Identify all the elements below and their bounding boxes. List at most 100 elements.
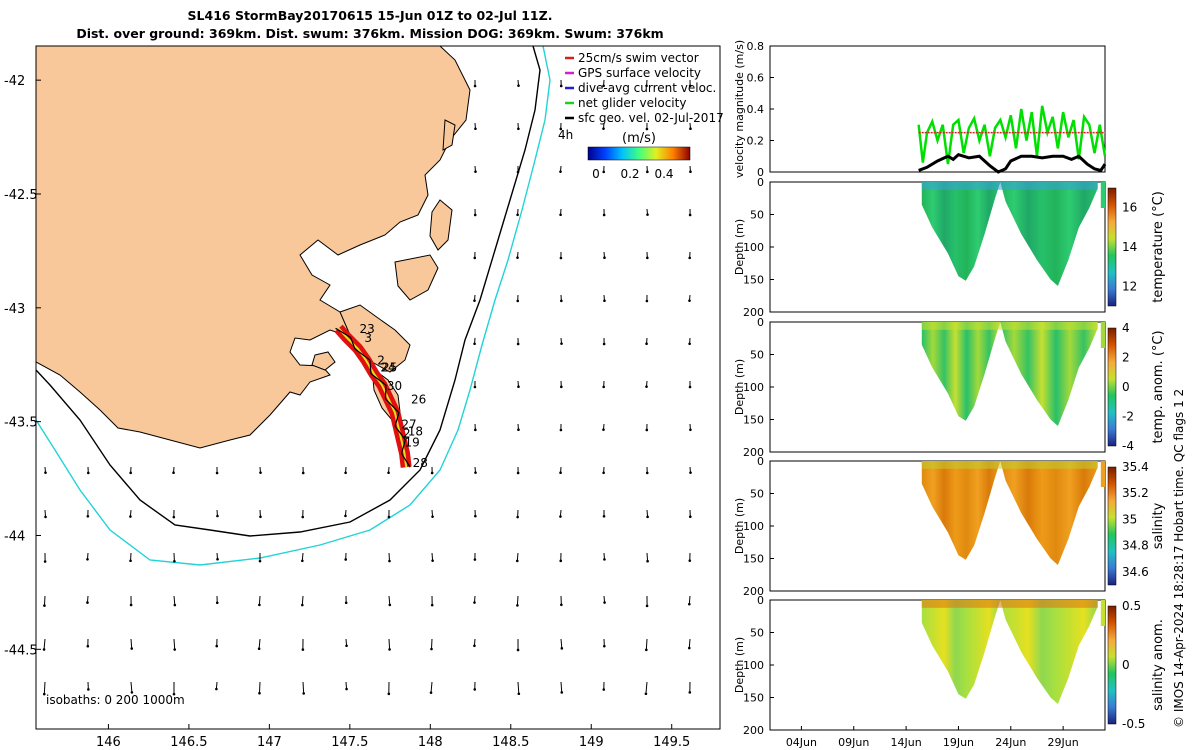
- current-vector-head: [602, 428, 605, 431]
- section-data-dive1: [921, 182, 1001, 281]
- section-data-tail: [1100, 461, 1105, 487]
- colorbar-tick-label: -4: [1122, 439, 1134, 453]
- colorbar-tick-label: 35: [1122, 512, 1137, 526]
- map-ytick-label: -44.5: [4, 643, 38, 658]
- day-label: 26: [411, 392, 426, 406]
- current-vector: [43, 681, 46, 695]
- current-vector-head: [517, 84, 520, 87]
- current-vector-head: [473, 342, 476, 346]
- day-label: 25: [382, 361, 397, 375]
- section-ytick-label: 150: [743, 692, 764, 705]
- section-data-dive1: [921, 461, 1001, 560]
- colorbar-tick-label: 16: [1122, 201, 1137, 215]
- current-vector-head: [344, 514, 347, 518]
- section-ytick-label: 150: [743, 414, 764, 427]
- colorbar-tick-label: 4: [1122, 321, 1130, 335]
- current-vector-head: [688, 256, 692, 260]
- current-vector: [560, 638, 563, 649]
- current-vector-head: [603, 256, 606, 259]
- current-vector: [301, 595, 304, 606]
- current-vector-head: [42, 692, 46, 696]
- current-vector-head: [344, 601, 348, 605]
- current-vector-head: [515, 559, 519, 563]
- current-vector-head: [688, 299, 691, 302]
- colorbar-tick-label: 35.4: [1122, 460, 1149, 474]
- map-frame: [35, 45, 721, 730]
- current-vector-head: [129, 471, 132, 475]
- current-vector-head: [387, 515, 391, 519]
- current-vector-head: [473, 558, 477, 561]
- figure-title-line2: Dist. over ground: 369km. Dist. swum: 37…: [76, 26, 664, 41]
- current-vector-head: [474, 127, 477, 131]
- current-vector-head: [302, 692, 305, 695]
- current-vector-head: [517, 385, 520, 388]
- current-vector-head: [645, 428, 649, 432]
- legend-label: net glider velocity: [578, 96, 686, 110]
- current-vector-head: [688, 213, 692, 217]
- colorbar-tick-label: 12: [1122, 279, 1137, 293]
- current-vector-head: [646, 559, 649, 563]
- current-vector-head: [216, 557, 219, 561]
- current-vector-head: [602, 514, 606, 518]
- colorbar-title: salinity anom.: [1151, 619, 1166, 711]
- current-vector: [43, 638, 46, 650]
- section-surface-band: [921, 322, 1098, 330]
- current-vector-head: [431, 515, 434, 518]
- current-vector-head: [473, 84, 477, 88]
- section-ylabel: Depth (m): [733, 359, 746, 415]
- current-vector-head: [516, 648, 520, 652]
- current-vector-head: [689, 170, 692, 174]
- colorbar-tick-label: 14: [1122, 240, 1137, 254]
- glider-track-line: [335, 327, 411, 468]
- current-vector-head: [259, 515, 262, 519]
- velocity-ytick-label: 0.6: [747, 72, 765, 85]
- current-vector-head: [129, 515, 132, 518]
- section-data-dive1: [921, 600, 1001, 699]
- current-vector-head: [345, 644, 348, 648]
- current-vector-head: [560, 385, 563, 389]
- current-vector-head: [473, 385, 477, 389]
- section-panel-salinity: 0 50 100 150 200 Depth (m) 34.6 34.8 35 35.2 35.4 s…: [733, 455, 1166, 598]
- current-vector-head: [44, 471, 47, 474]
- current-vector: [430, 681, 433, 693]
- current-vector-head: [645, 385, 648, 388]
- colorbar-tick-label: 0.4: [654, 167, 673, 181]
- section-ylabel: Depth (m): [733, 637, 746, 693]
- current-vector-head: [560, 299, 563, 303]
- current-vector-head: [172, 692, 176, 696]
- current-vector: [43, 595, 46, 606]
- current-vector-head: [645, 127, 649, 131]
- current-vector-head: [603, 558, 606, 561]
- colorbar-tick-label: -2: [1122, 410, 1134, 424]
- figure-title-line1: SL416 StormBay20170615 15-Jun 01Z to 02-…: [187, 8, 553, 23]
- section-colorbar: [1107, 187, 1117, 307]
- current-vector-head: [602, 471, 605, 475]
- current-vector-head: [429, 691, 433, 694]
- current-vector-head: [473, 601, 476, 604]
- section-panel-temperature: 0 50 100 150 200 Depth (m) 12 14 16 temperature (…: [733, 176, 1166, 319]
- map-xtick-label: 149: [579, 735, 604, 750]
- day-label: 3: [364, 331, 372, 345]
- current-vector-head: [689, 471, 692, 474]
- section-data-dive2: [1000, 182, 1098, 286]
- velocity-ylabel: velocity magnitude (m/s): [733, 40, 746, 178]
- current-vector-head: [215, 471, 219, 475]
- current-vector: [517, 681, 520, 694]
- colorbar-title: temp. anom. (°C): [1151, 330, 1166, 443]
- current-vector: [560, 681, 563, 693]
- colorbar-title: temperature (°C): [1151, 191, 1166, 303]
- current-vector-head: [173, 603, 177, 607]
- section-data-dive2: [1000, 322, 1098, 426]
- colorbar-label: (m/s): [622, 131, 656, 146]
- speed-colorbar: [587, 146, 691, 161]
- current-vector-head: [473, 299, 476, 302]
- current-vector-head: [388, 603, 392, 607]
- current-vector-head: [474, 170, 477, 173]
- section-ytick-label: 200: [743, 585, 764, 598]
- current-vector-head: [474, 428, 477, 432]
- freycinet-peninsula: [394, 254, 439, 301]
- current-vector-head: [517, 428, 520, 432]
- current-vector-head: [645, 648, 648, 652]
- section-data-dive2: [1000, 600, 1098, 704]
